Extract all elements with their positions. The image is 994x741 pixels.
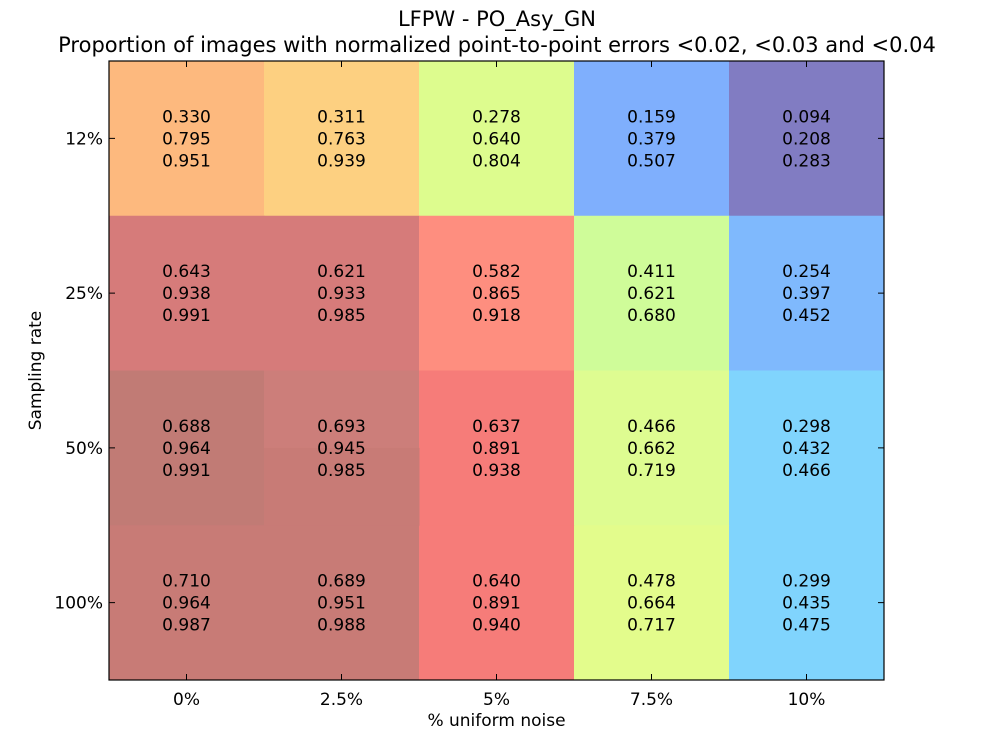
cell-value-r1-c0-t2: 0.991 [162,306,211,326]
chart-title: LFPW - PO_Asy_GN [397,7,597,31]
cell-value-r2-c1-t1: 0.945 [317,439,366,459]
cell-value-r3-c3-t2: 0.717 [627,616,676,636]
cell-value-r1-c1-t0: 0.621 [317,262,366,282]
cell-value-r0-c1-t0: 0.311 [317,107,366,127]
heatmap-cell-r3-c3 [574,525,730,681]
heatmap-cell-r1-c3 [574,215,730,371]
cell-value-r0-c0-t0: 0.330 [162,107,211,127]
cell-value-r2-c3-t2: 0.719 [627,461,676,481]
cell-value-r0-c0-t2: 0.951 [162,151,211,171]
heatmap-cell-r3-c1 [264,525,420,681]
cell-value-r2-c2-t0: 0.637 [472,417,521,437]
x-tick-label-1: 2.5% [320,690,363,710]
cell-value-r1-c0-t0: 0.643 [162,262,211,282]
y-axis-label: Sampling rate [26,311,46,431]
y-tick-label-2: 50% [65,439,103,459]
cell-value-r0-c1-t2: 0.939 [317,151,366,171]
heatmap-cell-r2-c0 [109,370,265,526]
heatmap-cells [109,61,885,681]
heatmap-subcell-r2-c1 [264,447,420,526]
cell-value-r3-c0-t0: 0.710 [162,572,211,592]
x-axis-label: % uniform noise [427,711,565,731]
cell-value-r3-c1-t0: 0.689 [317,572,366,592]
x-tick-label-2: 5% [483,690,510,710]
cell-value-r0-c4-t1: 0.208 [782,129,831,149]
x-tick-label-4: 10% [788,690,826,710]
cell-value-r3-c4-t0: 0.299 [782,572,831,592]
cell-value-r1-c2-t2: 0.918 [472,306,521,326]
axis-tick-labels: 0% 2.5% 5% 7.5% 10% 12% 25% 50% 100% [54,129,825,710]
cell-value-r1-c4-t1: 0.397 [782,284,831,304]
heatmap-cell-r3-c4 [729,525,885,681]
y-tick-label-3: 100% [54,594,103,614]
cell-value-r2-c2-t2: 0.938 [472,461,521,481]
heatmap-cell-r1-c0 [109,215,265,371]
y-tick-label-1: 25% [65,284,103,304]
heatmap-cell-r0-c1 [264,61,420,217]
axis-ticks [109,61,884,680]
heatmap-cell-r0-c2 [419,61,575,217]
cell-value-r3-c3-t1: 0.664 [627,594,676,614]
cell-value-r0-c2-t0: 0.278 [472,107,521,127]
cell-value-r2-c4-t0: 0.298 [782,417,831,437]
cell-value-r3-c0-t1: 0.964 [162,594,211,614]
chart-subtitle: Proportion of images with normalized poi… [58,33,936,57]
cell-value-r2-c2-t1: 0.891 [472,439,521,459]
cell-value-r2-c0-t0: 0.688 [162,417,211,437]
cell-value-r3-c2-t1: 0.891 [472,594,521,614]
cell-value-r0-c3-t1: 0.379 [627,129,676,149]
cell-value-r2-c1-t2: 0.985 [317,461,366,481]
cell-value-r2-c4-t2: 0.466 [782,461,831,481]
cell-value-r0-c0-t1: 0.795 [162,129,211,149]
cell-value-r2-c4-t1: 0.432 [782,439,831,459]
heatmap-cell-r3-c2 [419,525,575,681]
cell-value-r2-c3-t0: 0.466 [627,417,676,437]
y-tick-label-0: 12% [65,129,103,149]
heatmap-cell-r1-c2 [419,215,575,371]
cell-value-r0-c2-t2: 0.804 [472,151,521,171]
cell-value-r0-c2-t1: 0.640 [472,129,521,149]
cell-value-r2-c0-t2: 0.991 [162,461,211,481]
cell-value-r0-c3-t0: 0.159 [627,107,676,127]
heatmap-cell-r2-c3 [574,370,730,526]
cell-value-r2-c1-t0: 0.693 [317,417,366,437]
cell-value-r3-c4-t1: 0.435 [782,594,831,614]
heatmap-cell-r1-c4 [729,215,885,371]
cell-value-r3-c1-t1: 0.951 [317,594,366,614]
heatmap-cell-r3-c0 [109,525,265,681]
cell-value-r1-c2-t0: 0.582 [472,262,521,282]
heatmap-cell-r0-c4 [729,61,885,217]
cell-value-r3-c1-t2: 0.988 [317,616,366,636]
heatmap-cell-r2-c2 [419,370,575,526]
cell-value-r1-c4-t0: 0.254 [782,262,831,282]
cell-value-r3-c0-t2: 0.987 [162,616,211,636]
cell-value-r0-c3-t2: 0.507 [627,151,676,171]
cell-value-r0-c1-t1: 0.763 [317,129,366,149]
cell-value-r1-c1-t2: 0.985 [317,306,366,326]
cell-value-r1-c4-t2: 0.452 [782,306,831,326]
cell-value-r2-c3-t1: 0.662 [627,439,676,459]
x-tick-label-3: 7.5% [630,690,673,710]
heatmap-cell-r2-c4 [729,370,885,526]
x-tick-label-0: 0% [173,690,200,710]
cell-value-r2-c0-t1: 0.964 [162,439,211,459]
cell-value-r3-c2-t0: 0.640 [472,572,521,592]
cell-value-r0-c4-t2: 0.283 [782,151,831,171]
cell-value-r1-c3-t2: 0.680 [627,306,676,326]
heatmap-cell-labels: 0.3300.7950.9510.3110.7630.9390.2780.640… [162,107,831,635]
cell-value-r1-c1-t1: 0.933 [317,284,366,304]
cell-value-r3-c2-t2: 0.940 [472,616,521,636]
cell-value-r1-c2-t1: 0.865 [472,284,521,304]
heatmap-cell-r0-c3 [574,61,730,217]
cell-value-r0-c4-t0: 0.094 [782,107,831,127]
heatmap-cell-r0-c0 [109,61,265,217]
cell-value-r3-c3-t0: 0.478 [627,572,676,592]
cell-value-r1-c3-t1: 0.621 [627,284,676,304]
cell-value-r1-c0-t1: 0.938 [162,284,211,304]
heatmap-cell-r1-c1 [264,215,420,371]
cell-value-r1-c3-t0: 0.411 [627,262,676,282]
cell-value-r3-c4-t2: 0.475 [782,616,831,636]
